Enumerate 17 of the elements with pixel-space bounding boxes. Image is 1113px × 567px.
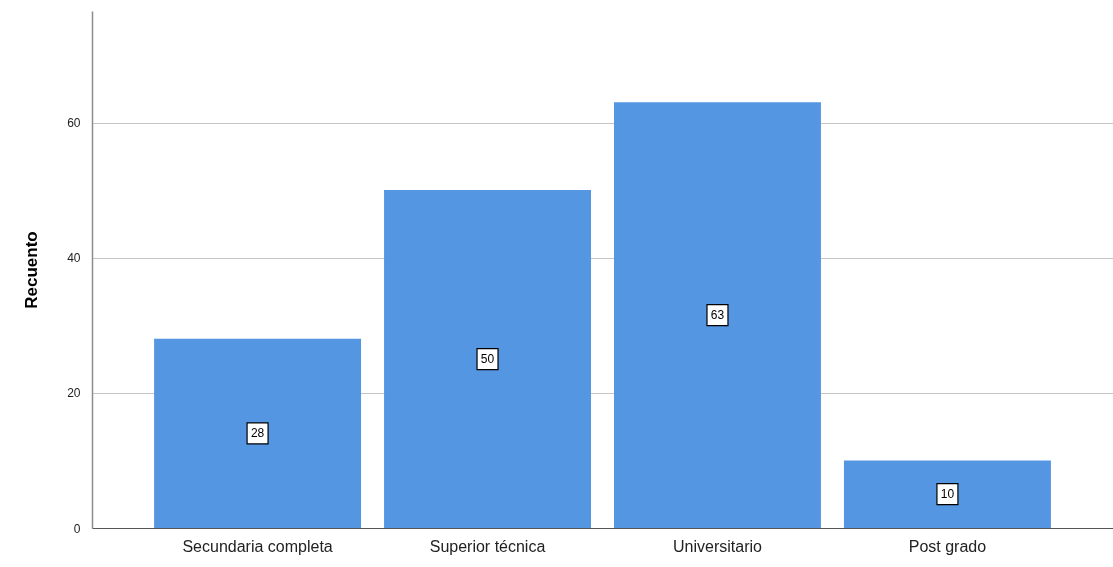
x-tick-label: Universitario: [673, 537, 763, 555]
bar: [384, 190, 591, 528]
data-label: 50: [480, 352, 495, 367]
bar: [843, 460, 1051, 528]
bar: [614, 102, 821, 528]
x-tick-label: Post grado: [908, 537, 987, 555]
y-tick-label: 0: [73, 521, 81, 536]
y-tick-label: 60: [67, 116, 81, 131]
x-tick-label: Secundaria completa: [182, 537, 333, 555]
bar: [154, 338, 362, 528]
y-axis-title: Recuento: [22, 231, 42, 309]
data-label: 28: [250, 426, 265, 441]
y-tick-label: 40: [67, 251, 81, 266]
x-tick-label: Superior técnica: [429, 537, 546, 555]
data-label: 10: [940, 487, 955, 502]
y-tick-label: 20: [67, 386, 81, 401]
data-label: 63: [710, 308, 725, 323]
